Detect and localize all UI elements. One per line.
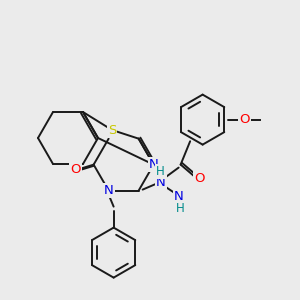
Text: N: N xyxy=(156,176,166,189)
Text: H: H xyxy=(156,165,165,178)
Text: N: N xyxy=(149,158,158,171)
Text: O: O xyxy=(239,113,250,126)
Text: H: H xyxy=(176,202,185,215)
Text: S: S xyxy=(108,124,116,136)
Text: N: N xyxy=(104,184,113,197)
Text: O: O xyxy=(70,163,81,176)
Text: O: O xyxy=(194,172,205,185)
Text: N: N xyxy=(174,190,184,203)
